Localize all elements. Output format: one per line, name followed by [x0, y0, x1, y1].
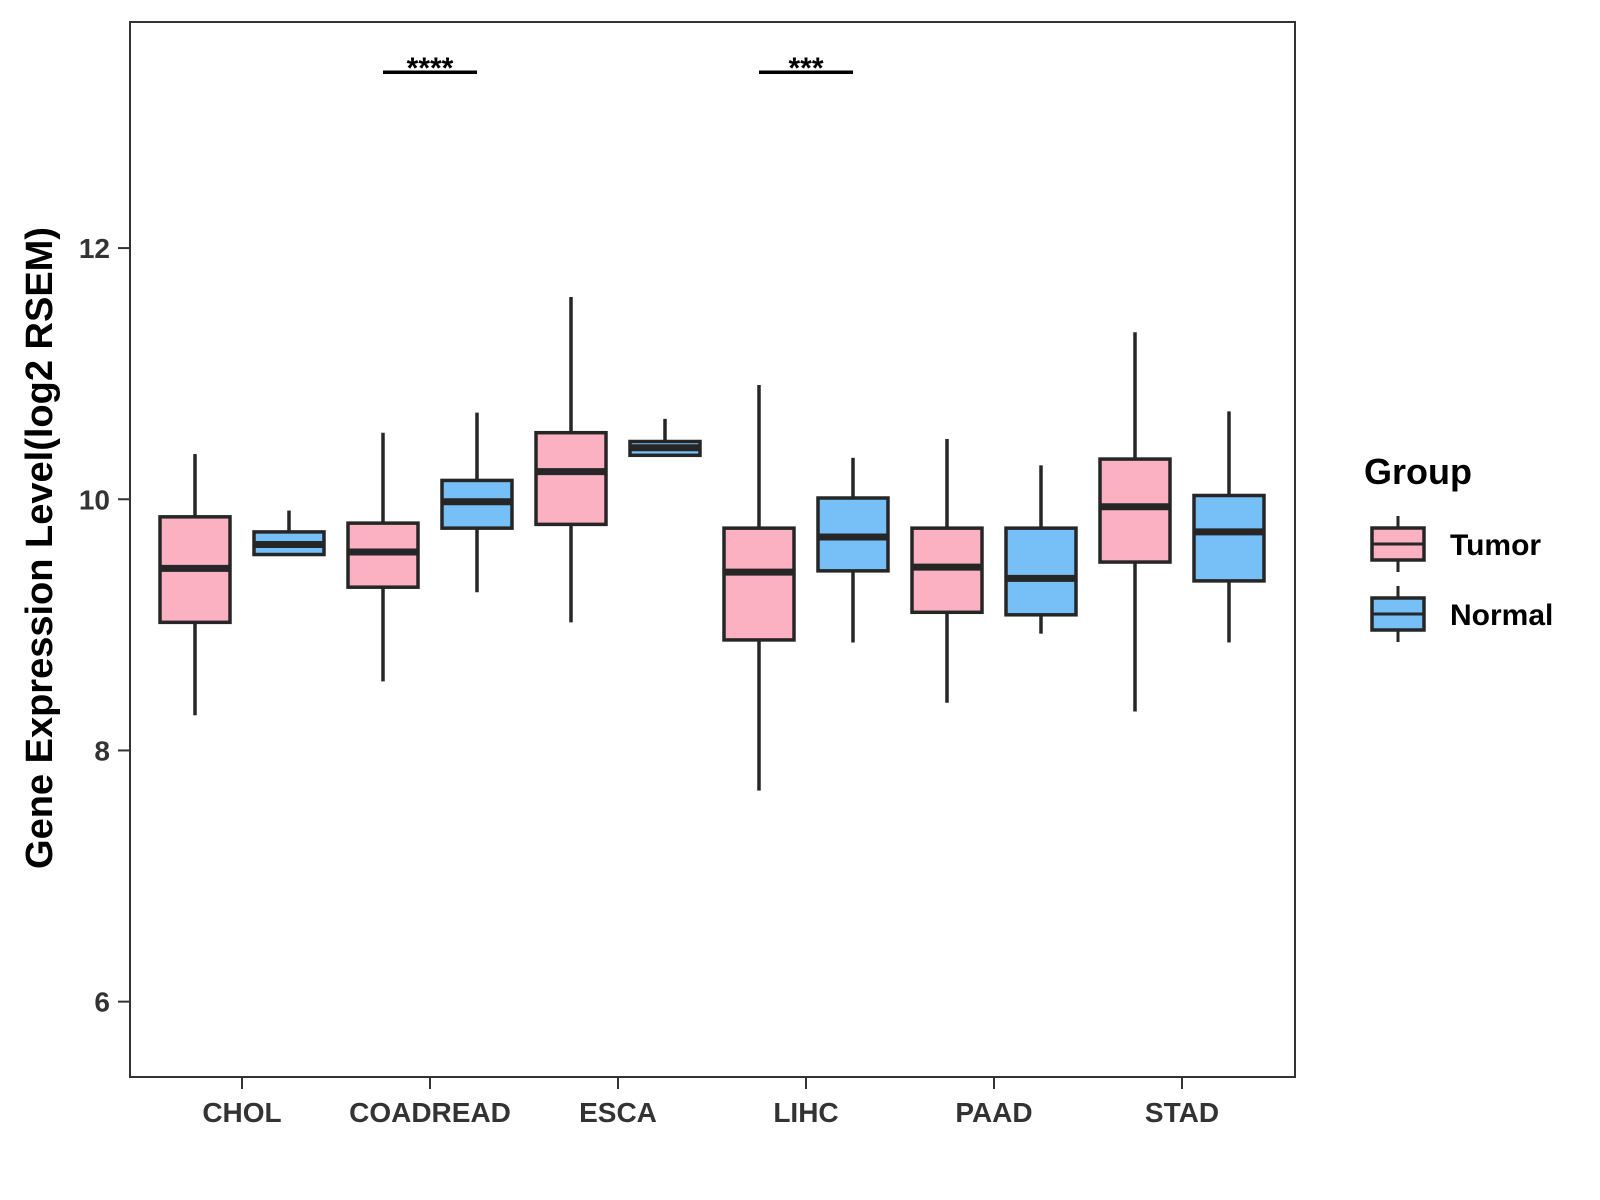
- box-normal-chol: [252, 510, 326, 557]
- legend: Group Tumor Normal: [1364, 451, 1553, 642]
- box-normal-lihc: [816, 457, 890, 643]
- legend-label-normal: Normal: [1450, 599, 1553, 632]
- box-body-normal-stad: [1192, 493, 1266, 583]
- x-tick-label-lihc: LIHC: [773, 1097, 838, 1128]
- significance-label-coadread: ****: [407, 52, 454, 85]
- box-group: [158, 297, 1266, 791]
- box-normal-coadread: [440, 412, 514, 593]
- x-tick-label-paad: PAAD: [955, 1097, 1032, 1128]
- significance-label-lihc: ***: [788, 52, 823, 85]
- box-body-tumor-esca: [534, 430, 608, 527]
- legend-key-normal: [1370, 586, 1426, 642]
- plot-border: [129, 21, 1296, 1078]
- x-tick-label-esca: ESCA: [579, 1097, 657, 1128]
- box-tumor-paad: [910, 438, 984, 703]
- y-axis-title: Gene Expression Level(log2 RSEM): [19, 227, 61, 869]
- legend-label-tumor: Tumor: [1450, 529, 1541, 562]
- box-tumor-coadread: [346, 432, 420, 682]
- box-body-tumor-lihc: [722, 526, 796, 642]
- x-tick-label-coadread: COADREAD: [349, 1097, 511, 1128]
- box-normal-paad: [1004, 465, 1078, 634]
- box-tumor-esca: [534, 297, 608, 623]
- y-tick-label-12: 12: [79, 233, 110, 264]
- box-body-tumor-stad: [1098, 457, 1172, 564]
- box-body-normal-paad: [1004, 526, 1078, 617]
- box-tumor-lihc: [722, 384, 796, 791]
- y-tick-label-6: 6: [94, 987, 110, 1018]
- legend-title: Group: [1364, 451, 1472, 492]
- x-axis: CHOL COADREAD ESCA LIHC PAAD STAD: [202, 1077, 1219, 1128]
- significance-annotations: **** ***: [383, 52, 853, 85]
- box-normal-stad: [1192, 411, 1266, 643]
- box-tumor-stad: [1098, 332, 1172, 712]
- x-tick-label-chol: CHOL: [202, 1097, 281, 1128]
- box-normal-esca: [628, 418, 702, 458]
- box-tumor-chol: [158, 454, 232, 716]
- y-tick-label-10: 10: [79, 484, 110, 515]
- x-tick-label-stad: STAD: [1145, 1097, 1219, 1128]
- legend-key-tumor: [1370, 516, 1426, 572]
- y-axis: 6 8 10 12: [79, 233, 130, 1018]
- y-tick-label-8: 8: [94, 735, 110, 766]
